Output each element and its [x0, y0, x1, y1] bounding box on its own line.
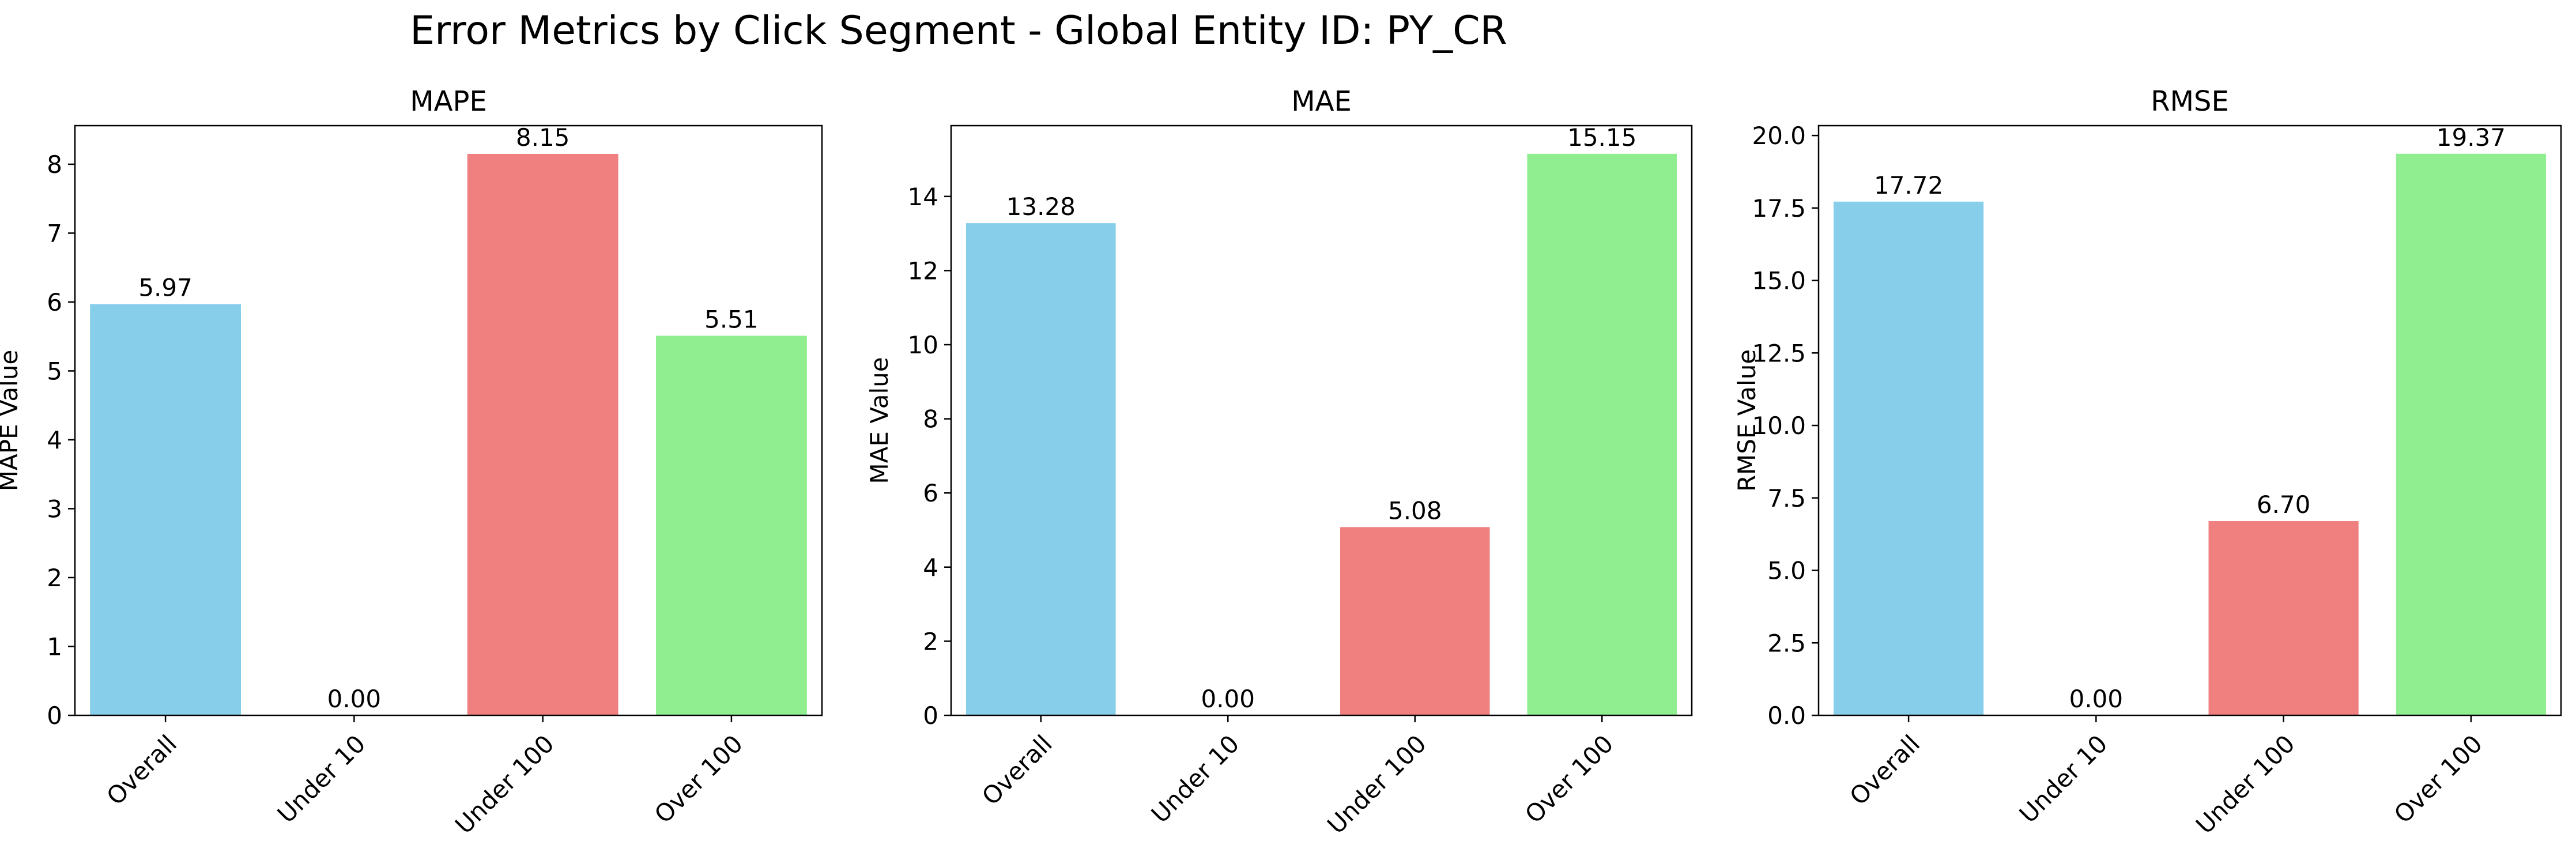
- figure-suptitle: Error Metrics by Click Segment - Global …: [410, 8, 1507, 54]
- y-tick-label: 2: [923, 627, 938, 655]
- y-tick-label: 0: [923, 702, 938, 730]
- y-tick-label: 12: [908, 257, 938, 285]
- bar: [2208, 521, 2359, 715]
- bar: [467, 153, 618, 715]
- subplot-title: MAPE: [410, 85, 487, 118]
- bar: [656, 335, 807, 715]
- bar-value-label: 0.00: [2069, 685, 2124, 713]
- bar-value-label: 0.00: [1201, 685, 1255, 713]
- bar-value-label: 17.72: [1874, 171, 1943, 199]
- bar-value-label: 8.15: [516, 123, 570, 152]
- y-axis-label: MAE Value: [865, 357, 893, 484]
- bar-value-label: 5.51: [704, 306, 759, 334]
- y-tick-label: 0: [47, 702, 62, 730]
- y-tick-label: 7.5: [1767, 484, 1806, 512]
- axes-frame: [950, 125, 1693, 717]
- y-tick-label: 6: [923, 479, 938, 507]
- bar: [1834, 201, 1984, 716]
- y-tick-label: 4: [47, 426, 62, 454]
- axes-frame: [74, 125, 823, 717]
- y-tick-label: 5.0: [1767, 557, 1806, 585]
- y-tick-label: 8: [923, 405, 938, 433]
- y-tick-label: 14: [908, 183, 938, 211]
- y-tick-label: 4: [923, 553, 938, 582]
- bar: [1340, 527, 1490, 715]
- y-tick-label: 0.0: [1767, 702, 1806, 730]
- bar-value-label: 6.70: [2257, 491, 2311, 519]
- bar: [90, 304, 241, 715]
- y-tick-label: 20.0: [1752, 122, 1806, 150]
- y-tick-label: 1: [47, 632, 62, 661]
- y-tick-label: 6: [47, 288, 62, 316]
- bar-value-label: 0.00: [327, 685, 382, 713]
- y-tick-label: 3: [47, 495, 62, 523]
- subplot-title: MAE: [1291, 85, 1352, 118]
- bar-value-label: 19.37: [2437, 123, 2506, 152]
- y-tick-label: 5: [47, 357, 62, 385]
- bar-value-label: 13.28: [1006, 193, 1076, 221]
- y-tick-label: 2: [47, 564, 62, 592]
- bar: [965, 223, 1116, 716]
- y-tick-label: 8: [47, 150, 62, 179]
- bar: [1527, 153, 1677, 715]
- y-axis-label: MAPE Value: [0, 350, 23, 492]
- bar-value-label: 5.08: [1388, 496, 1442, 525]
- bar: [2396, 153, 2546, 715]
- y-tick-label: 15.0: [1752, 267, 1806, 295]
- y-tick-label: 7: [47, 219, 62, 247]
- axes-frame: [1817, 125, 2562, 717]
- y-axis-label: RMSE Value: [1733, 349, 1761, 492]
- subplot-title: RMSE: [2151, 85, 2229, 118]
- y-tick-label: 2.5: [1767, 629, 1806, 657]
- y-tick-label: 17.5: [1752, 194, 1806, 223]
- y-tick-label: 10.0: [1752, 412, 1806, 440]
- y-tick-label: 12.5: [1752, 339, 1806, 367]
- bar-value-label: 5.97: [138, 274, 193, 302]
- bar-value-label: 15.15: [1567, 123, 1636, 152]
- y-tick-label: 10: [908, 331, 938, 359]
